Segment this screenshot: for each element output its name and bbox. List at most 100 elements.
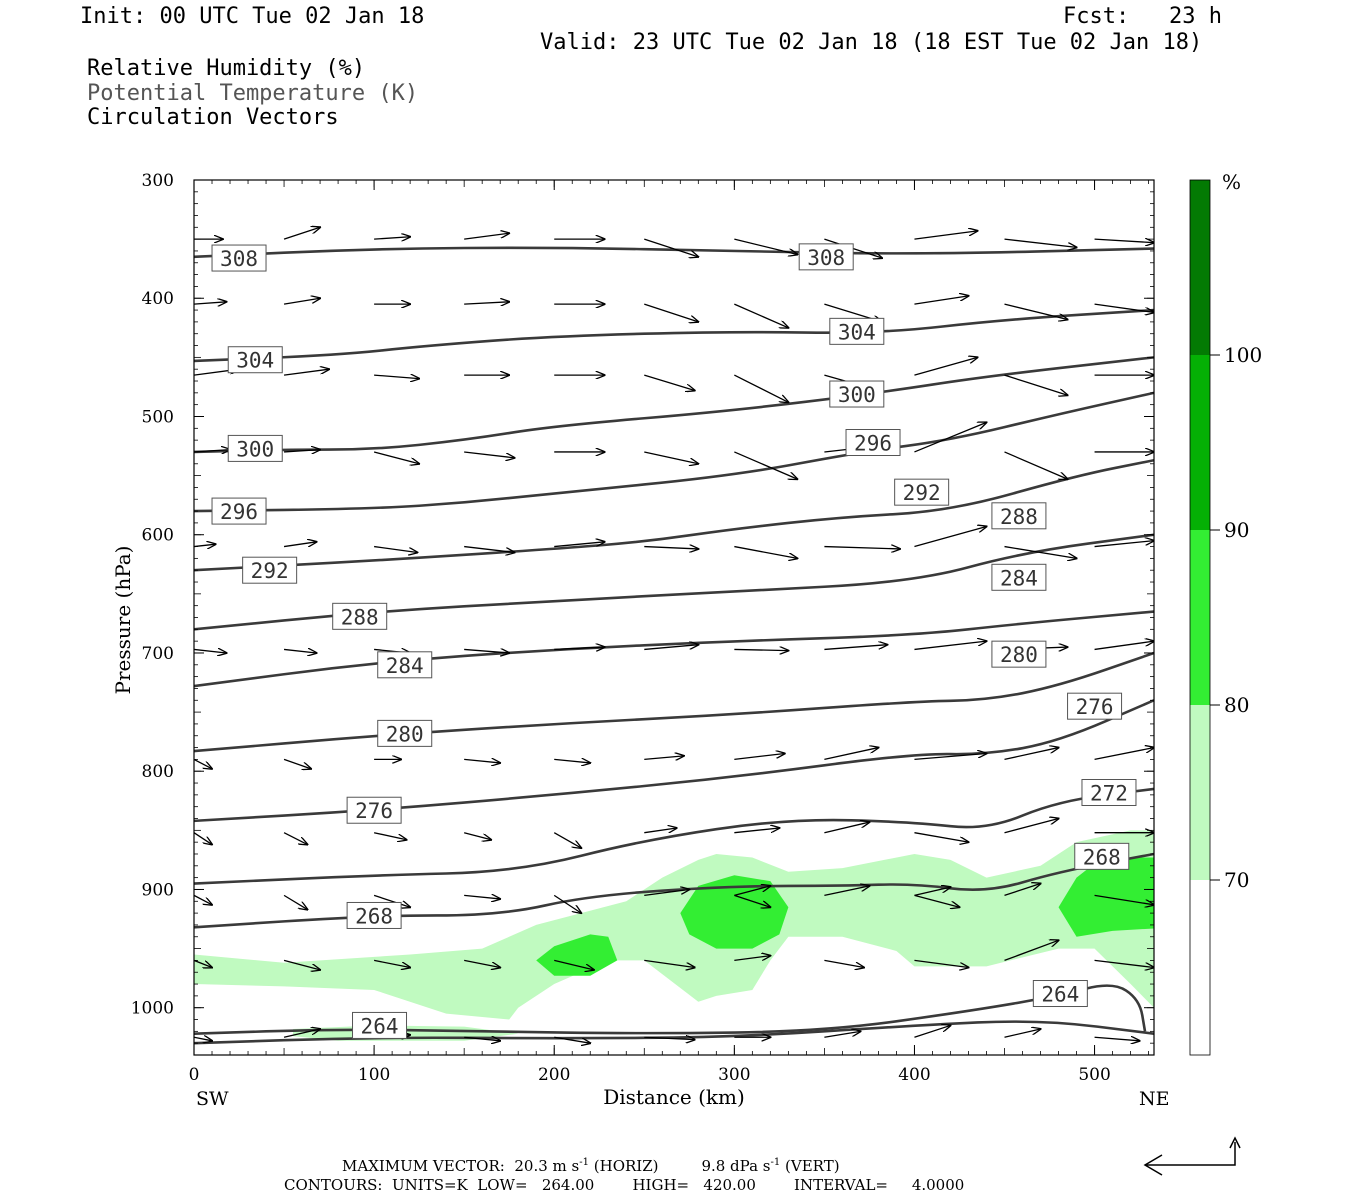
circulation-vector [914,887,950,897]
ne-end-label: NE [1139,1088,1170,1110]
circulation-vector [824,1031,860,1038]
contour-label: 280 [377,719,433,747]
contour-label-box [991,640,1047,668]
contour-label: 276 [1067,692,1123,720]
colorbar-bin [1190,180,1210,355]
contour-label: 272 [1081,779,1137,806]
circulation-vector [1094,1037,1140,1041]
contour-label-text: 268 [355,904,393,928]
theta-contour-292-4 [194,458,1154,572]
contour-label-text: 288 [341,605,379,629]
circulation-vector [824,822,869,834]
circulation-vector [194,649,226,653]
circulation-vector [644,645,698,651]
circulation-vector [194,1037,212,1041]
colorbar: % 70 80 90 100 [1189,170,1262,1056]
contour-label-box [332,602,388,630]
circulation-vector [914,296,968,305]
circulation-vector [914,832,968,842]
theta-contour-276-8 [194,699,1154,823]
contour-label: 268 [1074,842,1130,870]
circulation-vector [374,375,419,379]
contour-label-box [346,796,402,824]
circulation-vector [194,450,230,452]
rh-fill-layer [194,830,1154,1041]
circulation-vector [1004,819,1059,834]
circulation-vector [644,303,698,322]
colorbar-bin [1190,705,1210,880]
circulation-vector [464,959,500,967]
x-axis-title: Distance (km) [603,1085,745,1109]
circulation-vector [644,374,694,390]
contour-label-text: 288 [1000,505,1038,529]
circulation-vector [1094,239,1154,243]
contour-label: 284 [991,563,1047,591]
circulation-vector [644,238,698,257]
contour-label-text: 308 [807,246,845,270]
contour-label-box [829,317,885,345]
circulation-vector [1004,884,1041,896]
circulation-vector [1094,541,1154,548]
contour-label: 304 [227,346,283,374]
circulation-vector [1094,959,1154,967]
circulation-vector [283,1029,320,1038]
field-label-theta: Potential Temperature (K) [87,81,419,106]
circulation-vector [914,894,959,907]
reference-vector-icon [1143,1136,1241,1176]
circulation-vector [644,889,689,897]
theta-contour-304-1 [194,308,1154,363]
theta-contour-300-2 [194,356,1154,454]
contour-label: 284 [377,651,433,679]
circulation-vector [283,369,329,376]
circulation-vector [914,231,977,240]
circulation-vector [464,832,491,840]
circulation-vector [554,959,594,969]
contour-label-text: 304 [236,349,274,373]
circulation-vector [914,526,986,548]
contour-label-box [991,563,1047,591]
circulation-vector [914,641,986,651]
contour-label-box [845,429,901,456]
circulation-vector [373,451,419,464]
contour-label: 264 [352,1011,408,1039]
contour-label-box [211,244,267,272]
x-tick-label: 500 [1078,1065,1110,1085]
contour-label: 264 [1032,980,1088,1008]
y-tick-label: 900 [142,880,174,900]
circulation-vector [554,759,590,763]
circulation-vector [1004,748,1059,761]
rh-region-80-2 [536,934,618,976]
contour-label-text: 284 [1000,566,1038,590]
colorbar-tick-label: 70 [1224,868,1249,892]
circulation-vector [734,956,770,962]
circulation-vector [553,894,581,913]
max-vector-info: MAXIMUM VECTOR: 20.3 m s-1 (HORIZ) 9.8 d… [342,1157,840,1175]
circulation-vector [644,828,676,834]
theta-contour-284-6 [194,610,1154,688]
contour-label-box [377,719,433,747]
circulation-vector [464,1037,500,1041]
init-time: Init: 00 UTC Tue 02 Jan 18 [80,4,425,29]
rh-region-80-3 [680,875,789,949]
contour-label-text: 296 [220,500,258,524]
circulation-vector [283,959,320,969]
circulation-vector [194,302,226,304]
circulation-vector [1094,303,1154,312]
contour-label-box [227,434,283,462]
circulation-vector [644,547,698,549]
circulation-vector [1004,451,1068,479]
circulation-vector [734,753,784,761]
circulation-vector [914,753,986,761]
x-tick-label: 300 [718,1065,750,1085]
circulation-vector [283,832,307,845]
x-tick-label: 0 [189,1065,200,1085]
circulation-vector [1004,1029,1041,1038]
contour-label-box [1074,842,1130,870]
circulation-vector [554,1036,590,1043]
rh-region-70-0 [194,830,1154,1020]
circulation-vector [373,959,410,967]
colorbar-tick-label: 80 [1224,693,1249,717]
colorbar-bin [1190,530,1210,705]
contour-label-text: 292 [251,559,289,583]
x-tick-label: 100 [358,1065,390,1085]
